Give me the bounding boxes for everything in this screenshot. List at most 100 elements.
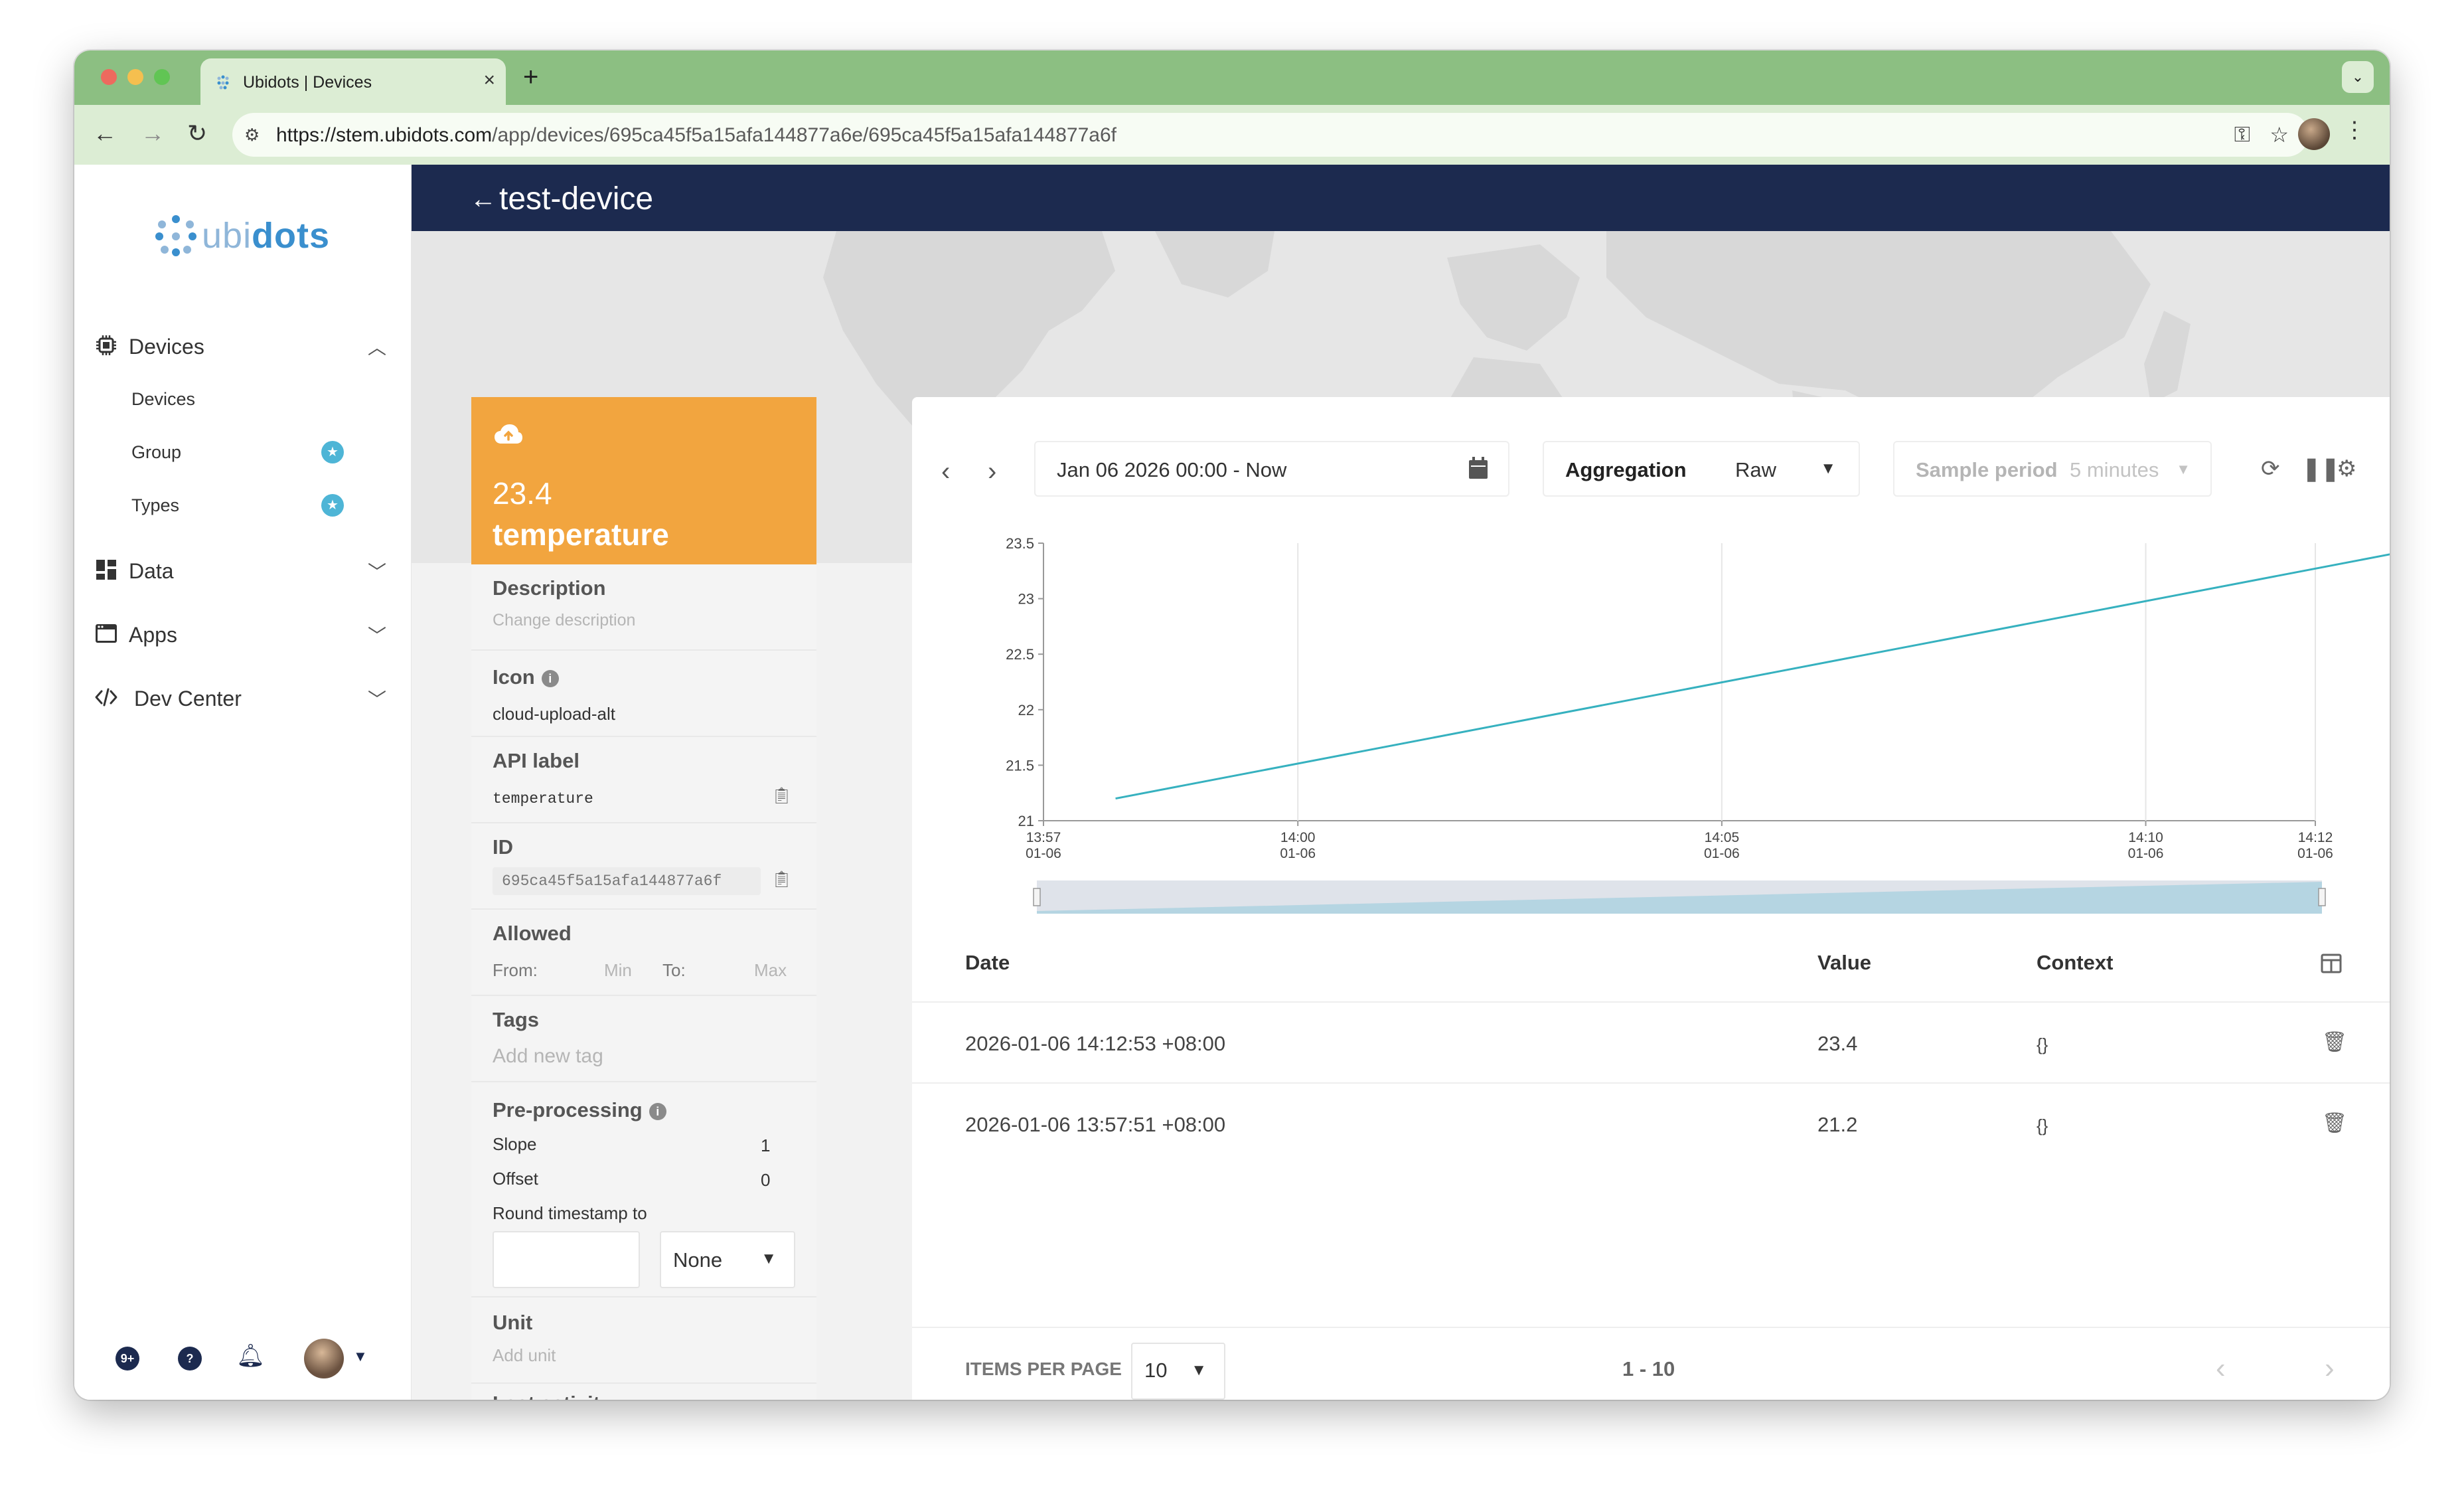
items-per-page-select[interactable]: 10 ▼	[1131, 1343, 1225, 1400]
column-settings-icon[interactable]	[2321, 954, 2342, 973]
previous-page-icon[interactable]: ‹	[2216, 1352, 2226, 1384]
x-tick-date-label: 01-06	[1280, 846, 1316, 861]
sidebar-item-types[interactable]: Types	[131, 495, 180, 515]
icon-field: Icon i cloud-upload-alt	[471, 651, 816, 737]
navigator-handle	[1033, 888, 1041, 906]
notifications-bell-icon[interactable]: 🔔︎	[236, 1343, 266, 1369]
help-icon[interactable]: ?	[178, 1347, 202, 1371]
table-header-context: Context	[2037, 951, 2114, 974]
caret-down-icon[interactable]: ▼	[353, 1348, 368, 1365]
icon-label: Icon i	[493, 665, 559, 689]
caret-down-icon: ▼	[761, 1250, 777, 1268]
variable-data-panel: ‹ › Jan 06 2026 00:00 - Now Aggregation …	[912, 397, 2390, 1400]
nav-section-dev-center[interactable]: Dev Center ﹀	[94, 677, 386, 717]
maximize-window-button[interactable]	[154, 69, 170, 85]
variable-name[interactable]: temperature	[493, 517, 669, 552]
reload-icon[interactable]: ↻	[187, 120, 208, 147]
row-value[interactable]: 21.2	[1817, 1113, 1858, 1136]
tags-field: Tags Add new tag	[471, 996, 816, 1082]
nav-label-dev-center: Dev Center	[134, 687, 242, 710]
close-window-button[interactable]	[101, 69, 117, 85]
settings-gear-icon[interactable]: ⚙	[2337, 456, 2357, 481]
password-key-icon[interactable]: ⚿	[2234, 122, 2250, 146]
new-tab-button[interactable]: +	[523, 62, 539, 92]
chevron-down-icon[interactable]: ﹀	[367, 625, 386, 646]
ubidots-app: ubidots Devices ︿ Devices Group ★ Types …	[74, 165, 2390, 1400]
row-value[interactable]: 23.4	[1817, 1032, 1858, 1055]
next-range-icon[interactable]: ›	[988, 457, 997, 486]
id-value[interactable]: 695ca45f5a15afa144877a6f	[502, 873, 722, 890]
api-label-field: API label temperature 📋︎	[471, 737, 816, 823]
url-text[interactable]: https://stem.ubidots.com/app/devices/695…	[276, 124, 1116, 147]
unit-label: Unit	[493, 1311, 533, 1334]
variable-details-card: 23.4 temperature Description Change desc…	[471, 397, 816, 1400]
refresh-icon[interactable]: ⟳	[2261, 456, 2280, 481]
chevron-down-icon[interactable]: ﹀	[367, 562, 386, 582]
slope-value[interactable]: 1	[761, 1135, 771, 1155]
updates-badge-icon[interactable]: 9+	[116, 1347, 139, 1371]
ubidots-logo[interactable]: ubidots	[155, 215, 330, 256]
back-nav-icon[interactable]: ←	[93, 120, 117, 147]
ubidots-favicon-icon	[217, 75, 229, 90]
tab-search-chevron-icon[interactable]: ⌄	[2342, 61, 2374, 93]
nav-section-data[interactable]: Data ﹀	[94, 550, 386, 590]
unit-input[interactable]: Add unit	[493, 1345, 556, 1365]
sidebar-item-devices[interactable]: Devices	[131, 389, 196, 409]
info-icon[interactable]: i	[649, 1102, 666, 1120]
logo-text-light: ubi	[202, 216, 252, 256]
caret-down-icon: ▼	[1820, 459, 1836, 477]
dashboard-icon	[96, 560, 116, 580]
browser-tab-bar: Ubidots | Devices × + ⌄	[74, 50, 2390, 105]
nav-section-apps[interactable]: Apps ﹀	[94, 614, 386, 653]
browser-profile-avatar[interactable]	[2298, 118, 2330, 150]
clipboard-icon[interactable]: 📋︎	[771, 871, 792, 888]
round-timestamp-input[interactable]	[493, 1231, 640, 1288]
min-input[interactable]: Min	[604, 960, 632, 980]
chevron-down-icon[interactable]: ﹀	[367, 689, 386, 710]
close-tab-icon[interactable]: ×	[483, 69, 495, 91]
address-bar[interactable]: ⚙ https://stem.ubidots.com/app/devices/6…	[232, 113, 2309, 157]
site-settings-icon[interactable]: ⚙	[244, 125, 260, 145]
bookmark-star-icon[interactable]: ☆	[2270, 123, 2289, 147]
chevron-up-icon[interactable]: ︿	[367, 337, 386, 358]
nav-section-devices[interactable]: Devices ︿	[94, 325, 386, 365]
clipboard-icon[interactable]: 📋︎	[771, 787, 792, 805]
row-context[interactable]: {}	[2037, 1116, 2048, 1135]
next-page-icon[interactable]: ›	[2325, 1352, 2335, 1384]
unit-field: Unit Add unit	[471, 1297, 816, 1384]
offset-value[interactable]: 0	[761, 1170, 771, 1190]
nav-label-data: Data	[129, 559, 174, 583]
to-label: To:	[662, 960, 686, 980]
minimize-window-button[interactable]	[127, 69, 143, 85]
api-label-value[interactable]: temperature	[493, 790, 593, 807]
series-line	[1115, 553, 2390, 800]
icon-value[interactable]: cloud-upload-alt	[493, 704, 616, 724]
footer-divider	[912, 1327, 2390, 1328]
pause-icon[interactable]: ❚❚	[2302, 456, 2340, 481]
sample-period-label: Sample period	[1916, 458, 2058, 481]
sample-period-value: 5 minutes	[2070, 458, 2159, 481]
sidebar-item-group[interactable]: Group	[131, 442, 182, 462]
date-range-picker[interactable]: Jan 06 2026 00:00 - Now	[1034, 441, 1509, 497]
user-avatar[interactable]	[304, 1339, 344, 1378]
browser-menu-icon[interactable]: ⋮	[2343, 118, 2366, 143]
max-input[interactable]: Max	[754, 960, 787, 980]
info-icon[interactable]: i	[541, 669, 559, 687]
back-arrow-icon[interactable]: ←	[470, 185, 497, 214]
tags-input[interactable]: Add new tag	[493, 1045, 603, 1067]
delete-row-icon[interactable]: 🗑︎	[2322, 1112, 2348, 1134]
code-icon	[95, 688, 117, 707]
sample-period-select[interactable]: Sample period 5 minutes ▼	[1893, 441, 2212, 497]
forward-nav-icon[interactable]: →	[141, 120, 165, 147]
description-input[interactable]: Change description	[493, 611, 636, 629]
round-timestamp-select[interactable]: None ▼	[660, 1231, 795, 1288]
aggregation-select[interactable]: Aggregation Raw ▼	[1543, 441, 1860, 497]
previous-range-icon[interactable]: ‹	[941, 457, 951, 486]
row-date: 2026-01-06 13:57:51 +08:00	[965, 1113, 1226, 1136]
caret-down-icon: ▼	[2176, 461, 2191, 477]
icon-label-text: Icon	[493, 665, 535, 689]
delete-row-icon[interactable]: 🗑︎	[2322, 1031, 2348, 1053]
description-field: Description Change description	[471, 564, 816, 651]
browser-tab[interactable]: Ubidots | Devices ×	[200, 58, 506, 105]
row-context[interactable]: {}	[2037, 1035, 2048, 1054]
